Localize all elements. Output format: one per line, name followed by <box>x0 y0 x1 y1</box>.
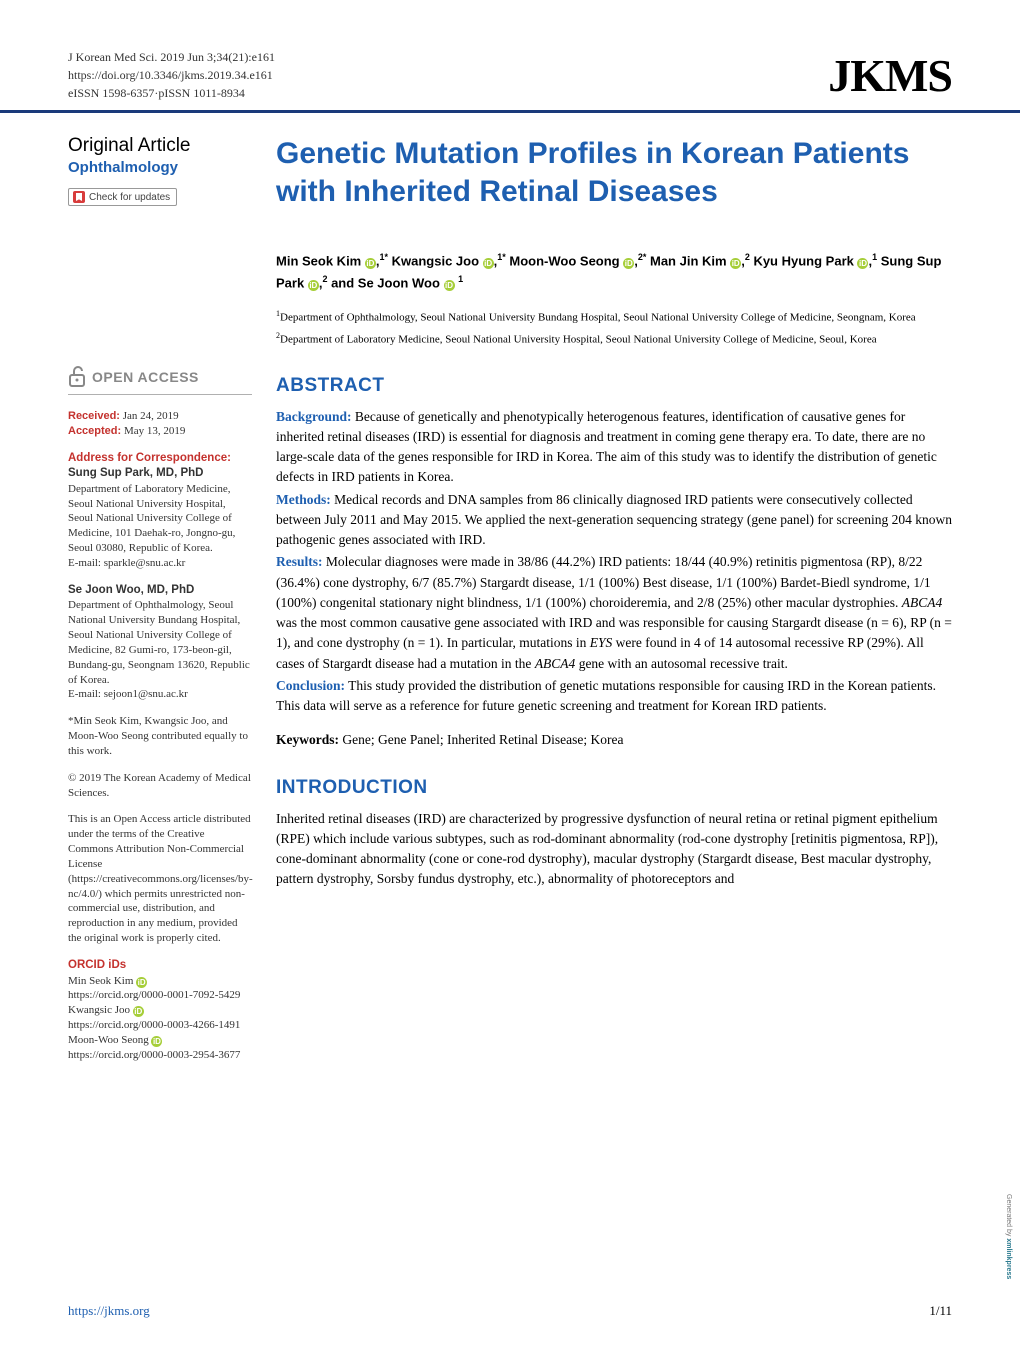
orcid-icon: iD <box>133 1006 144 1017</box>
check-updates-button[interactable]: Check for updates <box>68 188 177 206</box>
orcid-icon: iD <box>151 1036 162 1047</box>
affiliation-1: 1Department of Ophthalmology, Seoul Nati… <box>276 308 952 326</box>
citation: J Korean Med Sci. 2019 Jun 3;34(21):e161 <box>68 48 275 66</box>
abstract-heading: ABSTRACT <box>276 375 952 397</box>
background-label: Background: <box>276 409 352 424</box>
open-lock-icon <box>68 366 86 388</box>
orcid-entry: Min Seok Kim iD <box>68 974 252 989</box>
orcid-link[interactable]: https://orcid.org/0000-0003-4266-1491 <box>68 1018 252 1033</box>
article-title: Genetic Mutation Profiles in Korean Pati… <box>276 135 952 210</box>
doi-link[interactable]: https://doi.org/10.3346/jkms.2019.34.e16… <box>68 66 275 84</box>
generator-watermark: Generated by xmlinkpress <box>1005 1194 1012 1279</box>
orcid-link[interactable]: https://orcid.org/0000-0003-2954-3677 <box>68 1048 252 1063</box>
issn: eISSN 1598-6357·pISSN 1011-8934 <box>68 84 275 102</box>
methods-label: Methods: <box>276 492 331 507</box>
corr-email-2: E-mail: sejoon1@snu.ac.kr <box>68 687 252 702</box>
header-meta: J Korean Med Sci. 2019 Jun 3;34(21):e161… <box>68 48 275 102</box>
conclusion-label: Conclusion: <box>276 678 345 693</box>
license-text: This is an Open Access article distribut… <box>68 812 252 946</box>
accepted-date: May 13, 2019 <box>121 425 185 437</box>
introduction-heading: INTRODUCTION <box>276 777 952 799</box>
introduction-body: Inherited retinal diseases (IRD) are cha… <box>276 809 952 890</box>
accepted-label: Accepted: <box>68 425 121 437</box>
abstract-body: Background: Because of genetically and p… <box>276 407 952 751</box>
background-text: Because of genetically and phenotypicall… <box>276 409 937 485</box>
correspondence-title: Address for Correspondence: <box>68 451 252 467</box>
author-list: Min Seok Kim iD,1* Kwangsic Joo iD,1* Mo… <box>276 250 952 294</box>
subspecialty: Ophthalmology <box>68 159 252 176</box>
intro-paragraph: Inherited retinal diseases (IRD) are cha… <box>276 809 952 890</box>
results-text: Molecular diagnoses were made in 38/86 (… <box>276 554 952 670</box>
received-date: Jan 24, 2019 <box>120 410 179 422</box>
article-content: Genetic Mutation Profiles in Korean Pati… <box>270 135 952 1075</box>
corr-email-1: E-mail: sparkle@snu.ac.kr <box>68 556 252 571</box>
corr-name-2: Se Joon Woo, MD, PhD <box>68 583 252 599</box>
contribution-note: *Min Seok Kim, Kwangsic Joo, and Moon-Wo… <box>68 714 252 759</box>
crossmark-icon <box>73 191 85 203</box>
orcid-title: ORCID iDs <box>68 958 252 974</box>
orcid-link[interactable]: https://orcid.org/0000-0001-7092-5429 <box>68 988 252 1003</box>
affiliation-2: 2Department of Laboratory Medicine, Seou… <box>276 330 952 348</box>
page-footer: https://jkms.org 1/11 <box>68 1303 952 1319</box>
open-access-badge: OPEN ACCESS <box>68 366 252 395</box>
corr-addr-1: Department of Laboratory Medicine, Seoul… <box>68 482 252 556</box>
dates-block: Received: Jan 24, 2019 Accepted: May 13,… <box>68 409 252 439</box>
page-number: 1/11 <box>929 1303 952 1319</box>
journal-logo: JKMS <box>828 49 952 102</box>
keywords-label: Keywords: <box>276 732 339 747</box>
methods-text: Medical records and DNA samples from 86 … <box>276 492 952 548</box>
results-label: Results: <box>276 554 323 569</box>
correspondence-block: Address for Correspondence: Sung Sup Par… <box>68 451 252 571</box>
corr-addr-2: Department of Ophthalmology, Seoul Natio… <box>68 598 252 687</box>
orcid-block: ORCID iDs Min Seok Kim iD https://orcid.… <box>68 958 252 1063</box>
page-header: J Korean Med Sci. 2019 Jun 3;34(21):e161… <box>0 0 1020 113</box>
orcid-icon: iD <box>136 977 147 988</box>
sidebar: Original Article Ophthalmology Check for… <box>68 135 270 1075</box>
corr-name-1: Sung Sup Park, MD, PhD <box>68 466 252 482</box>
orcid-entry: Moon-Woo Seong iD <box>68 1033 252 1048</box>
conclusion-text: This study provided the distribution of … <box>276 678 936 713</box>
open-access-label: OPEN ACCESS <box>92 369 199 385</box>
check-updates-label: Check for updates <box>89 192 170 203</box>
orcid-entry: Kwangsic Joo iD <box>68 1003 252 1018</box>
article-type: Original Article <box>68 135 252 157</box>
correspondence-block-2: Se Joon Woo, MD, PhD Department of Ophth… <box>68 583 252 702</box>
keywords-text: Gene; Gene Panel; Inherited Retinal Dise… <box>339 732 624 747</box>
received-label: Received: <box>68 410 120 422</box>
footer-url[interactable]: https://jkms.org <box>68 1303 150 1319</box>
copyright: © 2019 The Korean Academy of Medical Sci… <box>68 771 252 801</box>
